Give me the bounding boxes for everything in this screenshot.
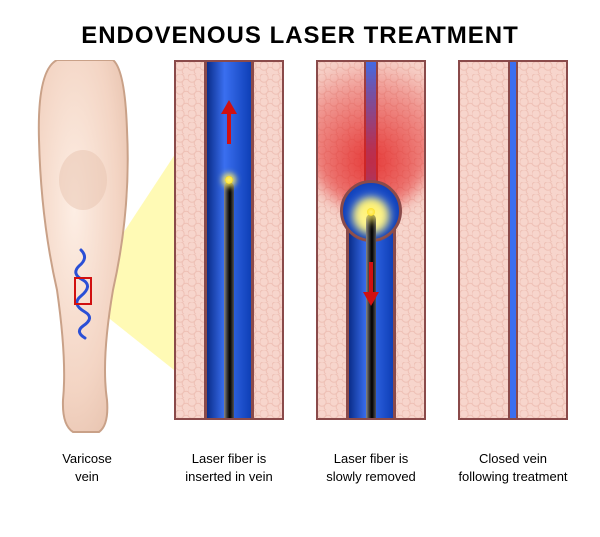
panel-closed-vein: Closed veinfollowing treatment: [448, 60, 578, 485]
panel-fiber-inserted: Laser fiber isinserted in vein: [164, 60, 294, 485]
page-title: ENDOVENOUS LASER TREATMENT: [0, 0, 600, 60]
caption-2: Laser fiber isinserted in vein: [185, 450, 272, 485]
panel-varicose-vein: Varicosevein: [22, 60, 152, 485]
leg-icon: [27, 60, 147, 440]
panel-row: Varicosevein: [0, 60, 600, 485]
panel-fiber-removed: Laser fiber isslowly removed: [306, 60, 436, 485]
arrow-down-icon: [369, 262, 373, 292]
laser-tip-icon: [367, 208, 375, 216]
tissue-graphic-4: [453, 60, 573, 440]
caption-3: Laser fiber isslowly removed: [326, 450, 416, 485]
laser-fiber: [366, 214, 376, 420]
leg-graphic: [27, 60, 147, 440]
caption-1: Varicosevein: [62, 450, 112, 485]
laser-fiber: [224, 182, 234, 420]
arrow-up-icon: [227, 114, 231, 144]
caption-4: Closed veinfollowing treatment: [458, 450, 567, 485]
tissue-graphic-3: [311, 60, 431, 440]
tissue-graphic-2: [169, 60, 289, 440]
laser-tip-icon: [225, 176, 233, 184]
